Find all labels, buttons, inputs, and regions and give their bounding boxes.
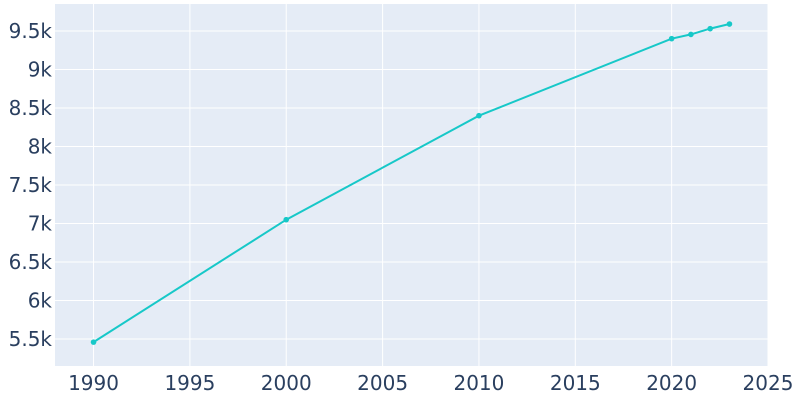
x-tick-label: 1995	[164, 371, 215, 395]
y-tick-label: 7k	[28, 212, 53, 236]
x-tick-label: 2020	[646, 371, 697, 395]
series-group	[90, 21, 733, 345]
x-tick-label: 2000	[261, 371, 312, 395]
y-tick-label: 8.5k	[9, 96, 53, 120]
data-point	[668, 35, 675, 42]
data-point	[283, 216, 290, 223]
data-point	[476, 112, 482, 119]
grid	[55, 4, 769, 366]
data-point	[688, 31, 694, 38]
y-tick-label: 5.5k	[9, 327, 53, 351]
x-tick-label: 2025	[743, 371, 794, 395]
y-tick-label: 9.5k	[9, 19, 53, 43]
data-point	[707, 25, 713, 32]
y-tick-label: 6k	[28, 289, 53, 313]
x-axis: 1990 1995 2000 2005 2010 2015 2020 2025	[68, 371, 793, 395]
y-tick-label: 9k	[28, 57, 53, 81]
x-tick-label: 1990	[68, 371, 119, 395]
x-tick-label: 2005	[357, 371, 408, 395]
data-point	[726, 21, 733, 27]
y-tick-label: 8k	[28, 134, 53, 158]
y-axis: 5.5k 6k 6.5k 7k 7.5k 8k 8.5k 9k 9.5k	[9, 19, 53, 351]
y-tick-label: 6.5k	[9, 250, 53, 274]
data-point	[90, 339, 97, 345]
x-tick-label: 2010	[453, 371, 504, 395]
x-tick-label: 2015	[550, 371, 601, 395]
y-tick-label: 7.5k	[9, 173, 53, 197]
